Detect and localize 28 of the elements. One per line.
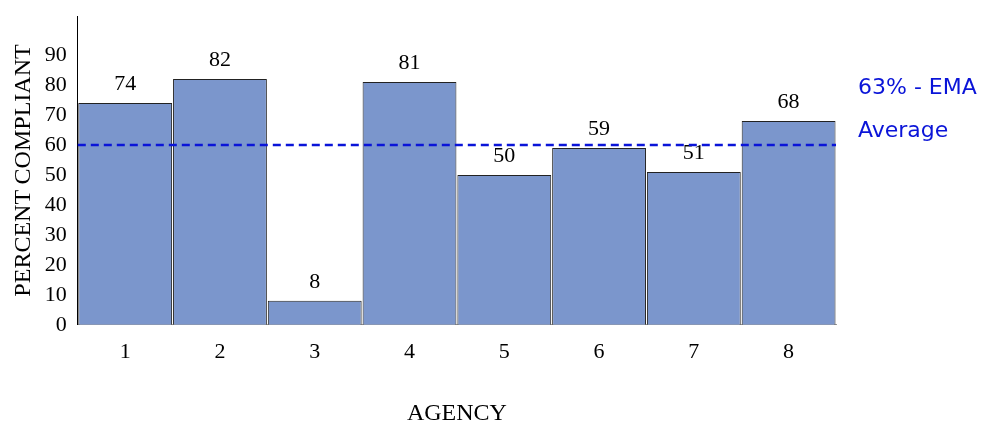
x-tick-label: 1 <box>119 337 131 363</box>
y-tick-label: 60 <box>44 130 67 156</box>
y-tick-label: 70 <box>44 100 67 126</box>
x-axis-title: AGENCY <box>406 398 507 425</box>
data-label: 82 <box>208 45 231 71</box>
data-label: 59 <box>588 114 611 140</box>
data-label: 81 <box>398 48 421 74</box>
x-tick-label: 6 <box>593 337 605 363</box>
x-tick-label: 2 <box>214 337 226 363</box>
y-tick-label: 10 <box>44 280 67 306</box>
y-tick-label: 80 <box>44 70 67 96</box>
data-label: 50 <box>493 141 516 167</box>
data-label: 8 <box>309 267 321 293</box>
x-tick-label: 7 <box>688 337 700 363</box>
data-label: 74 <box>114 69 137 95</box>
x-tick-label: 4 <box>404 337 416 363</box>
y-tick-label: 20 <box>44 250 67 276</box>
x-tick-label: 3 <box>309 337 321 363</box>
y-tick-label: 0 <box>55 310 67 336</box>
x-tick-label: 8 <box>783 337 795 363</box>
y-tick-label: 90 <box>44 40 67 66</box>
data-label: 68 <box>777 87 800 113</box>
y-tick-label: 50 <box>44 160 67 186</box>
ref-line-label: 63% - EMA Average <box>858 73 977 142</box>
y-tick-label: 40 <box>44 190 67 216</box>
y-tick-label: 30 <box>44 220 67 246</box>
y-axis-title: PERCENT COMPLIANT <box>8 44 35 297</box>
x-tick-label: 5 <box>498 337 510 363</box>
